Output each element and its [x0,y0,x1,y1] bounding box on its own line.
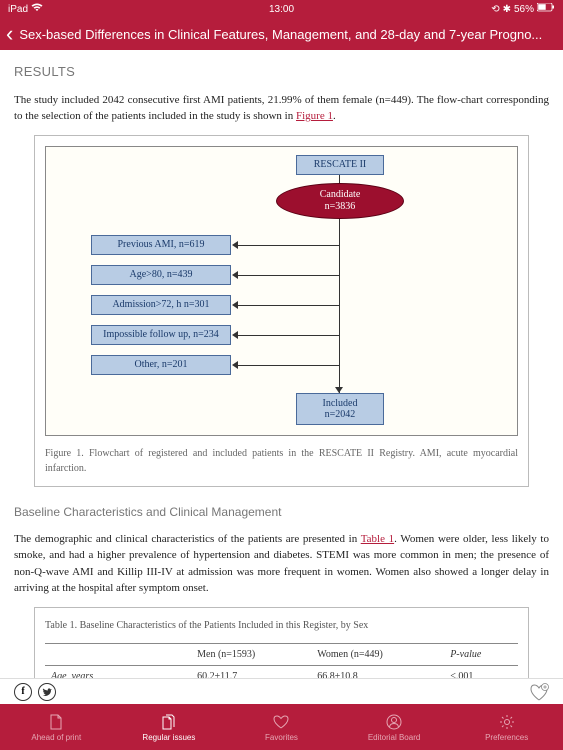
tab-preferences[interactable]: Preferences [450,704,563,750]
heart-icon [272,713,290,731]
twitter-button[interactable] [38,683,56,701]
flowchart-exclusion: Age>80, n=439 [91,265,231,285]
tab-favorites[interactable]: Favorites [225,704,338,750]
figure-1-box: RESCATE II Candidate n=3836 Previous AMI… [34,135,529,487]
flowchart-line [237,305,339,306]
table-1-title: Table 1. Baseline Characteristics of the… [45,618,518,633]
figure-1-link[interactable]: Figure 1 [296,110,333,122]
documents-icon [160,713,178,731]
gear-icon [498,713,516,731]
flowchart-line [237,335,339,336]
facebook-button[interactable]: f [14,683,32,701]
flowchart-exclusion: Other, n=201 [91,355,231,375]
back-icon[interactable]: ‹ [6,23,13,45]
tab-editorial-board[interactable]: Editorial Board [338,704,451,750]
arrow-left-icon [232,241,238,249]
flowchart-title: RESCATE II [296,155,384,175]
status-bar: iPad 13:00 ⟲ ✱ 56% [0,0,563,18]
flowchart-exclusion: Previous AMI, n=619 [91,235,231,255]
rotation-lock-icon: ⟲ [491,4,499,15]
tab-regular-issues[interactable]: Regular issues [113,704,226,750]
table-header-row: Men (n=1593) Women (n=449) P-value [45,643,518,665]
battery-icon [537,3,555,15]
arrow-left-icon [232,361,238,369]
battery-percent: 56% [514,4,534,15]
device-label: iPad [8,4,28,15]
flowchart-line [237,275,339,276]
social-buttons: f [14,683,56,701]
arrow-left-icon [232,331,238,339]
results-intro: The study included 2042 consecutive firs… [14,92,549,125]
figure-1-caption: Figure 1. Flowchart of registered and in… [45,446,518,476]
flowchart-line [339,219,340,393]
flowchart-exclusion: Admission>72, h n=301 [91,295,231,315]
status-left: iPad [8,3,43,15]
status-right: ⟲ ✱ 56% [491,3,555,15]
page-title: Sex-based Differences in Clinical Featur… [19,27,557,42]
table-1-link[interactable]: Table 1 [361,533,394,545]
flowchart-line [237,245,339,246]
status-time: 13:00 [269,4,294,15]
flowchart-line [237,365,339,366]
content-area[interactable]: RESULTS The study included 2042 consecut… [0,50,563,690]
results-header: RESULTS [14,62,549,82]
baseline-header: Baseline Characteristics and Clinical Ma… [14,503,549,521]
baseline-text: The demographic and clinical characteris… [14,531,549,597]
document-icon [47,713,65,731]
arrow-left-icon [232,271,238,279]
flowchart-candidate: Candidate n=3836 [276,183,404,219]
bluetooth-icon: ✱ [503,4,511,15]
flowchart-included: Included n=2042 [296,393,384,425]
flowchart: RESCATE II Candidate n=3836 Previous AMI… [45,146,518,436]
person-icon [385,713,403,731]
action-bar: f [0,678,563,704]
title-bar: ‹ Sex-based Differences in Clinical Feat… [0,18,563,50]
flowchart-line [339,175,340,183]
tab-ahead-of-print[interactable]: Ahead of print [0,704,113,750]
wifi-icon [31,3,43,15]
favorite-button[interactable] [529,683,549,701]
flowchart-exclusion: Impossible follow up, n=234 [91,325,231,345]
arrow-left-icon [232,301,238,309]
tab-bar: Ahead of print Regular issues Favorites … [0,704,563,750]
